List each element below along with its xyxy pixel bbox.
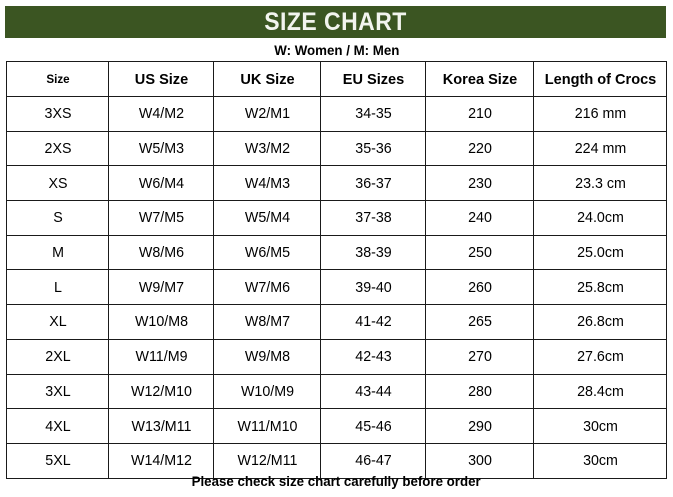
cell-length-of-crocs: 25.8cm bbox=[536, 269, 664, 306]
table-row: 2XL W11/M9 W9/M8 42-43 270 27.6cm bbox=[7, 338, 667, 375]
cell-uk-size: W9/M8 bbox=[215, 338, 319, 375]
cell-korea-size: 280 bbox=[427, 373, 532, 410]
legend-label: W: Women / M: Men bbox=[273, 41, 400, 58]
cell-us-size: W9/M7 bbox=[110, 269, 212, 306]
cell-uk-size: W5/M4 bbox=[215, 200, 319, 236]
cell-korea-size: 290 bbox=[427, 408, 532, 444]
column-header-us-size: US Size bbox=[109, 61, 213, 97]
cell-us-size: W14/M12 bbox=[110, 442, 212, 479]
cell-size: 3XS bbox=[8, 96, 107, 132]
table-row: L W9/M7 W7/M6 39-40 260 25.8cm bbox=[7, 269, 667, 306]
size-table-header: Size US Size UK Size EU Sizes Korea Size… bbox=[7, 61, 667, 97]
table-row: XL W10/M8 W8/M7 41-42 265 26.8cm bbox=[7, 304, 667, 340]
cell-us-size: W8/M6 bbox=[110, 234, 212, 271]
cell-eu-sizes: 46-47 bbox=[322, 442, 424, 479]
cell-uk-size: W8/M7 bbox=[215, 304, 319, 340]
table-row: 4XL W13/M11 W11/M10 45-46 290 30cm bbox=[7, 408, 667, 444]
table-row: 2XS W5/M3 W3/M2 35-36 220 224 mm bbox=[7, 130, 667, 167]
size-table-body: 3XS W4/M2 W2/M1 34-35 210 216 mm 2XS W5/M3 W3/M2… bbox=[7, 96, 667, 479]
cell-korea-size: 270 bbox=[427, 338, 532, 375]
size-table-container: Size US Size UK Size EU Sizes Korea Size… bbox=[6, 61, 666, 479]
size-chart-banner: SIZE CHART bbox=[5, 6, 666, 38]
cell-eu-sizes: 36-37 bbox=[322, 165, 424, 202]
cell-size: 2XS bbox=[8, 130, 107, 167]
cell-eu-sizes: 41-42 bbox=[322, 304, 424, 340]
column-header-length-of-crocs: Length of Crocs bbox=[535, 61, 665, 97]
cell-uk-size: W10/M9 bbox=[215, 373, 319, 410]
cell-eu-sizes: 43-44 bbox=[322, 373, 424, 410]
cell-length-of-crocs: 30cm bbox=[536, 442, 664, 479]
cell-length-of-crocs: 26.8cm bbox=[536, 304, 664, 340]
cell-korea-size: 210 bbox=[427, 96, 532, 132]
cell-us-size: W12/M10 bbox=[110, 373, 212, 410]
cell-korea-size: 260 bbox=[427, 269, 532, 306]
cell-size: 2XL bbox=[8, 338, 107, 375]
cell-us-size: W7/M5 bbox=[110, 200, 212, 236]
cell-korea-size: 265 bbox=[427, 304, 532, 340]
cell-size: XL bbox=[8, 304, 107, 340]
table-row: XS W6/M4 W4/M3 36-37 230 23.3 cm bbox=[7, 165, 667, 202]
cell-us-size: W11/M9 bbox=[110, 338, 212, 375]
cell-uk-size: W4/M3 bbox=[215, 165, 319, 202]
table-header-row: Size US Size UK Size EU Sizes Korea Size… bbox=[7, 61, 667, 97]
cell-eu-sizes: 37-38 bbox=[322, 200, 424, 236]
footer-note-text: Please check size chart carefully before… bbox=[191, 473, 482, 489]
cell-length-of-crocs: 24.0cm bbox=[536, 200, 664, 236]
cell-eu-sizes: 42-43 bbox=[322, 338, 424, 375]
cell-uk-size: W12/M11 bbox=[215, 442, 319, 479]
cell-korea-size: 230 bbox=[427, 165, 532, 202]
cell-eu-sizes: 45-46 bbox=[322, 408, 424, 444]
footer-note: Please check size chart carefully before… bbox=[0, 473, 673, 489]
cell-length-of-crocs: 23.3 cm bbox=[536, 165, 664, 202]
legend-row: W: Women / M: Men bbox=[5, 38, 667, 61]
table-row: 3XS W4/M2 W2/M1 34-35 210 216 mm bbox=[7, 96, 667, 132]
table-row: 3XL W12/M10 W10/M9 43-44 280 28.4cm bbox=[7, 373, 667, 410]
cell-korea-size: 300 bbox=[427, 442, 532, 479]
cell-size: M bbox=[8, 234, 107, 271]
cell-size: 5XL bbox=[8, 442, 107, 479]
cell-eu-sizes: 38-39 bbox=[322, 234, 424, 271]
cell-size: S bbox=[8, 200, 107, 236]
cell-uk-size: W6/M5 bbox=[215, 234, 319, 271]
cell-eu-sizes: 34-35 bbox=[322, 96, 424, 132]
cell-length-of-crocs: 27.6cm bbox=[536, 338, 664, 375]
cell-korea-size: 250 bbox=[427, 234, 532, 271]
cell-length-of-crocs: 224 mm bbox=[536, 130, 664, 167]
column-header-korea-size: Korea Size bbox=[426, 61, 533, 97]
cell-us-size: W6/M4 bbox=[110, 165, 212, 202]
cell-uk-size: W11/M10 bbox=[215, 408, 319, 444]
cell-size: 4XL bbox=[8, 408, 107, 444]
cell-korea-size: 240 bbox=[427, 200, 532, 236]
cell-eu-sizes: 35-36 bbox=[322, 130, 424, 167]
table-row: S W7/M5 W5/M4 37-38 240 24.0cm bbox=[7, 200, 667, 236]
column-header-eu-sizes: EU Sizes bbox=[321, 61, 425, 97]
cell-uk-size: W2/M1 bbox=[215, 96, 319, 132]
cell-uk-size: W3/M2 bbox=[215, 130, 319, 167]
cell-us-size: W13/M11 bbox=[110, 408, 212, 444]
cell-length-of-crocs: 25.0cm bbox=[536, 234, 664, 271]
column-header-size: Size bbox=[7, 61, 108, 97]
table-row: M W8/M6 W6/M5 38-39 250 25.0cm bbox=[7, 234, 667, 271]
cell-length-of-crocs: 30cm bbox=[536, 408, 664, 444]
cell-eu-sizes: 39-40 bbox=[322, 269, 424, 306]
cell-us-size: W5/M3 bbox=[110, 130, 212, 167]
cell-size: XS bbox=[8, 165, 107, 202]
cell-korea-size: 220 bbox=[427, 130, 532, 167]
cell-uk-size: W7/M6 bbox=[215, 269, 319, 306]
size-table: Size US Size UK Size EU Sizes Korea Size… bbox=[6, 61, 667, 479]
cell-size: 3XL bbox=[8, 373, 107, 410]
cell-size: L bbox=[8, 269, 107, 306]
cell-us-size: W4/M2 bbox=[110, 96, 212, 132]
cell-length-of-crocs: 216 mm bbox=[536, 96, 664, 132]
page-title: SIZE CHART bbox=[264, 7, 407, 36]
cell-us-size: W10/M8 bbox=[110, 304, 212, 340]
table-row: 5XL W14/M12 W12/M11 46-47 300 30cm bbox=[7, 442, 667, 479]
column-header-uk-size: UK Size bbox=[214, 61, 320, 97]
cell-length-of-crocs: 28.4cm bbox=[536, 373, 664, 410]
